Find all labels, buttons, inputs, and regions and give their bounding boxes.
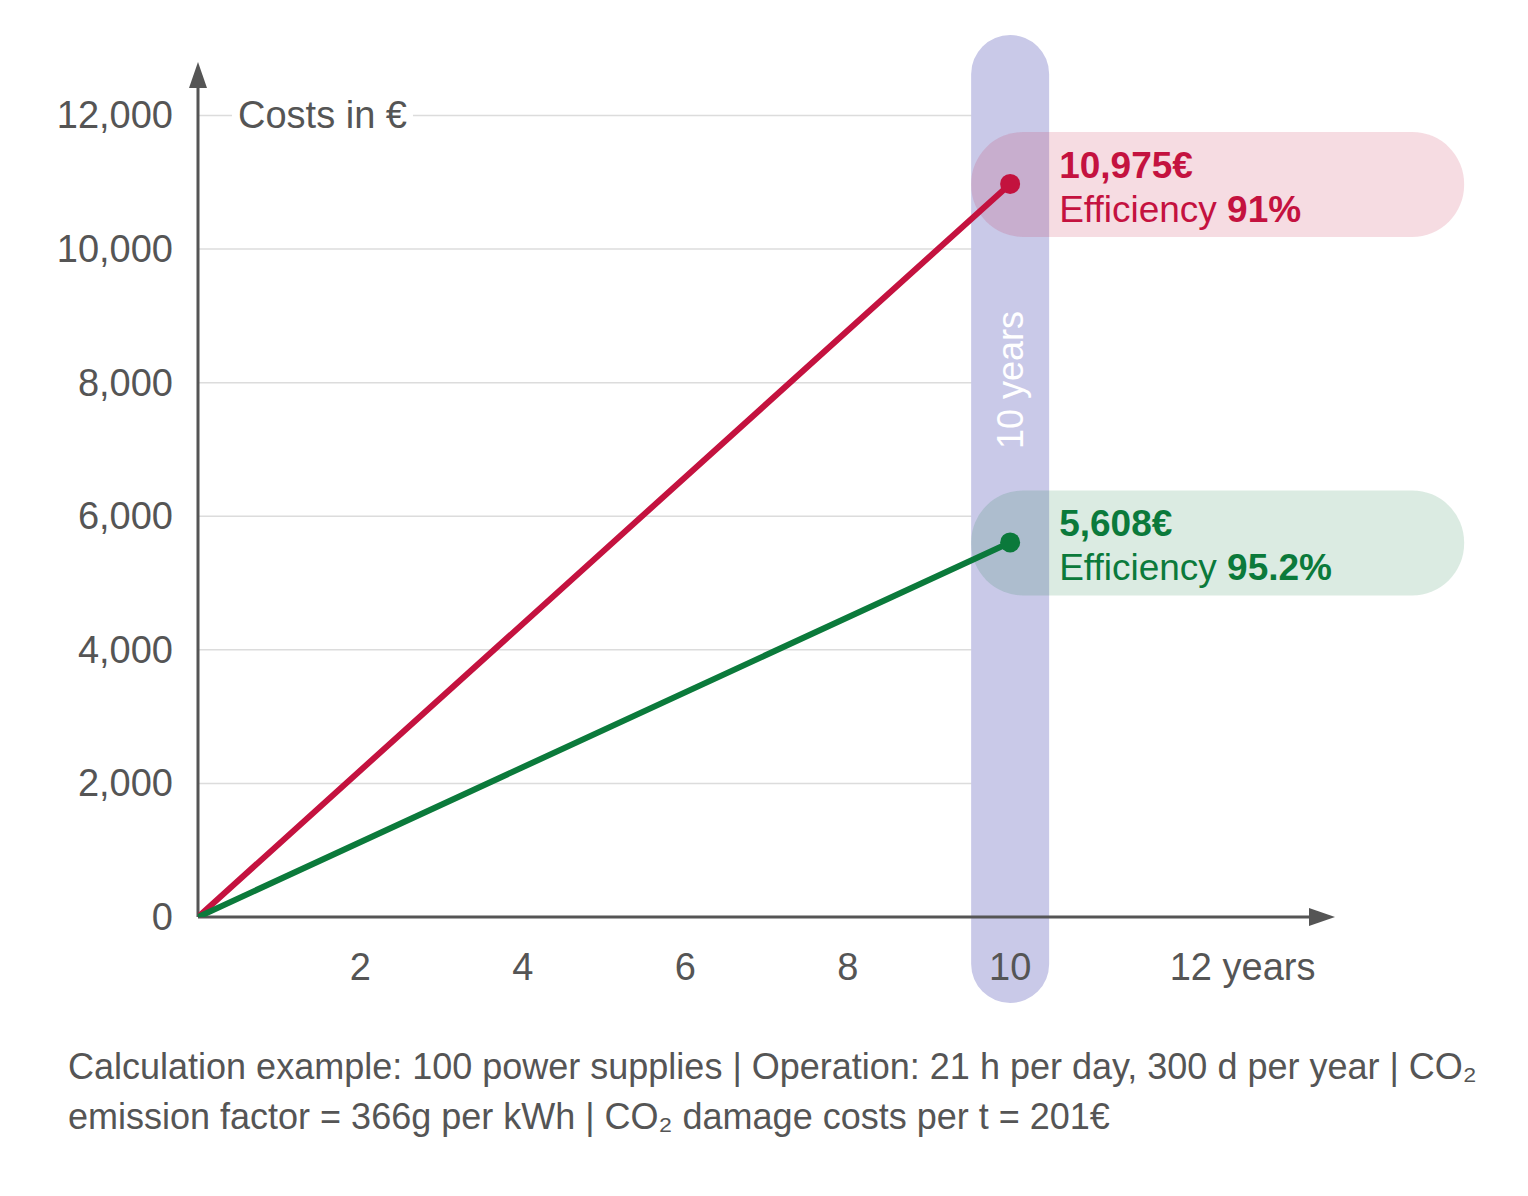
series-line (198, 542, 1010, 917)
x-tick-label: 4 (512, 946, 533, 988)
plot-area (198, 174, 1020, 917)
chart: 10 years 0 2,000 4,000 6,000 8,000 10,000 12,00… (0, 0, 1528, 1196)
series-name: Efficiency 95.2% (1059, 547, 1332, 588)
series-line (198, 184, 1010, 917)
y-tick-label: 10,000 (57, 228, 173, 270)
grid-line (198, 515, 1010, 517)
grid-line (198, 649, 1010, 651)
annotation-label: 10 years (990, 311, 1031, 449)
grid-line (198, 382, 1010, 384)
x-axis (198, 916, 1321, 919)
x-tick-label: 6 (675, 946, 696, 988)
y-tick-label: 8,000 (78, 362, 173, 404)
x-tick-label: 2 (350, 946, 371, 988)
data-label: 10,975€ (1059, 145, 1193, 186)
data-label: 5,608€ (1059, 503, 1172, 544)
x-tick-label: 10 (989, 946, 1031, 988)
x-axis-arrow (1309, 908, 1335, 926)
page: {"chart_data": {"type": "line", "y_label… (0, 0, 1528, 1196)
grid-line (198, 248, 1010, 250)
y-tick-label: 12,000 (57, 94, 173, 136)
x-tick-label: 12 years (1170, 946, 1316, 988)
caption: Calculation example: 100 power supplies … (68, 1042, 1488, 1142)
y-tick-label: 6,000 (78, 495, 173, 537)
label-box (971, 132, 1464, 237)
y-axis-label: Costs in € (238, 94, 407, 136)
x-tick-label: 8 (837, 946, 858, 988)
y-tick-label: 4,000 (78, 629, 173, 671)
label-box (971, 490, 1464, 595)
label-backing (232, 92, 413, 138)
y-axis-arrow (189, 62, 207, 88)
series-name: Efficiency 91% (1059, 189, 1301, 230)
y-tick-label: 2,000 (78, 762, 173, 804)
y-axis (197, 76, 200, 917)
grid-line (198, 783, 1010, 785)
y-tick-label: 0 (152, 896, 173, 938)
